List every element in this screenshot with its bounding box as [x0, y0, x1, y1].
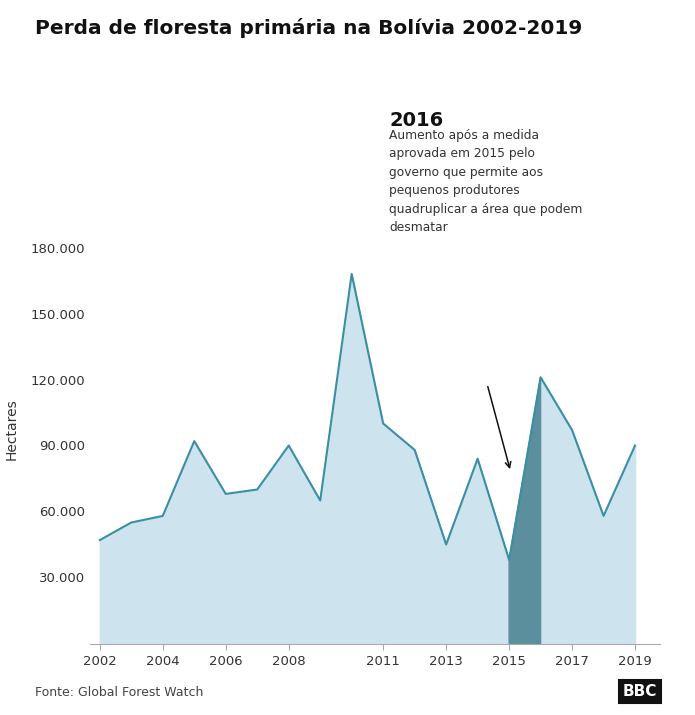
Text: Fonte: Global Forest Watch: Fonte: Global Forest Watch [35, 686, 203, 699]
Text: BBC: BBC [623, 684, 657, 699]
Polygon shape [509, 378, 541, 644]
Text: 2016: 2016 [389, 111, 443, 130]
Text: Perda de floresta primária na Bolívia 2002-2019: Perda de floresta primária na Bolívia 20… [35, 18, 582, 38]
Text: Aumento após a medida
aprovada em 2015 pelo
governo que permite aos
pequenos pro: Aumento após a medida aprovada em 2015 p… [389, 129, 582, 235]
Y-axis label: Hectares: Hectares [5, 398, 19, 460]
